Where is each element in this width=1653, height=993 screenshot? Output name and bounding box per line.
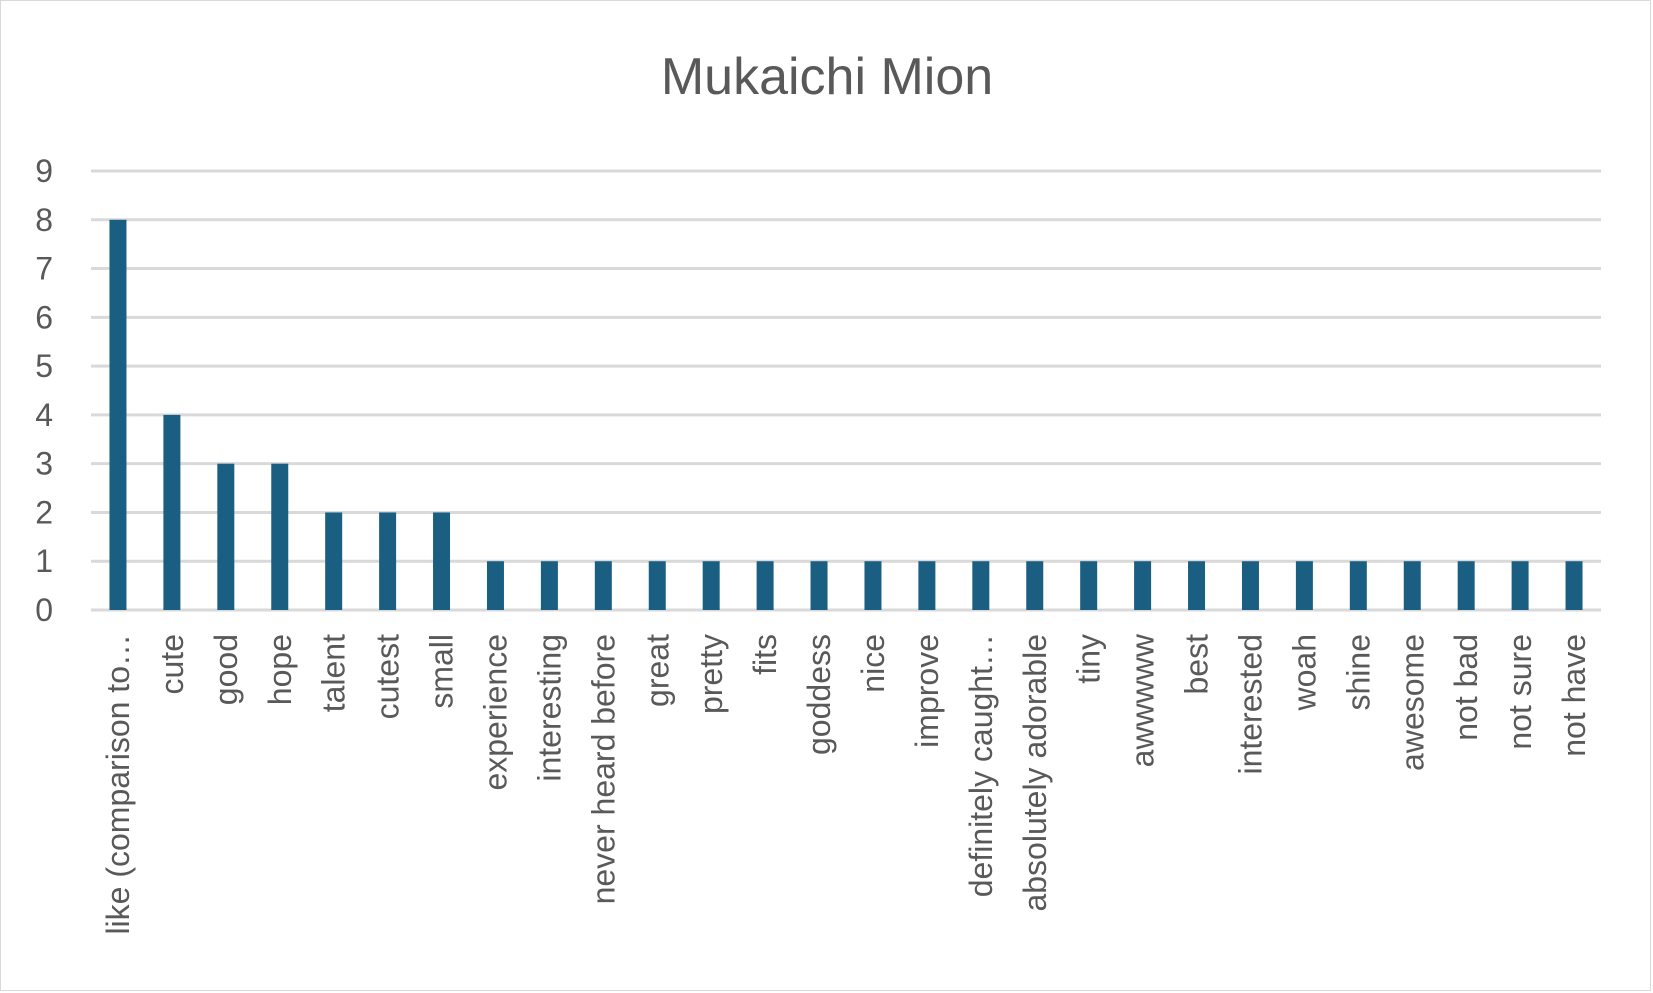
y-tick-label: 5: [35, 348, 53, 384]
x-tick-label: best: [1179, 634, 1215, 695]
bar: [972, 561, 990, 610]
bar: [1403, 561, 1421, 610]
bar: [1457, 561, 1475, 610]
bar: [1295, 561, 1313, 610]
bar: [1511, 561, 1529, 610]
bar: [702, 561, 720, 610]
bar: [648, 561, 666, 610]
x-tick-label: goddess: [801, 634, 837, 755]
x-tick-label: talent: [316, 634, 352, 712]
x-tick-label: cutest: [370, 634, 406, 719]
bar: [864, 561, 882, 610]
bar: [918, 561, 936, 610]
gridlines: [91, 169, 1601, 612]
x-tick-label: not sure: [1502, 634, 1538, 750]
y-tick-label: 1: [35, 543, 53, 579]
x-tick-label: absolutely adorable: [1017, 634, 1053, 912]
x-tick-label: pretty: [693, 634, 729, 714]
x-tick-label: hope: [262, 634, 298, 705]
bar: [1565, 561, 1583, 610]
bar: [1134, 561, 1152, 610]
x-tick-label: like (comparison to…: [100, 634, 136, 935]
bar: [756, 561, 774, 610]
x-tick-label: small: [424, 634, 460, 709]
y-tick-label: 2: [35, 494, 53, 530]
bar: [810, 561, 828, 610]
bar: [379, 512, 397, 610]
x-axis-ticks: like (comparison to… cute good hope talent cu…: [100, 633, 1592, 934]
bar: [217, 463, 235, 610]
bar: [325, 512, 343, 610]
x-tick-label: awesome: [1394, 634, 1430, 771]
bar: [594, 561, 612, 610]
bar: [486, 561, 504, 610]
bar: [109, 219, 127, 610]
x-tick-label: cute: [154, 634, 190, 694]
y-tick-label: 8: [35, 202, 53, 238]
x-tick-label: woah: [1286, 634, 1322, 712]
x-tick-label: interesting: [531, 634, 567, 782]
y-tick-label: 6: [35, 299, 53, 335]
bar: [1026, 561, 1044, 610]
bar: [1080, 561, 1098, 610]
x-tick-label: tiny: [1071, 634, 1107, 684]
bars: [109, 219, 1583, 610]
bar: [271, 463, 289, 610]
x-tick-label: experience: [477, 634, 513, 791]
bar: [1241, 561, 1259, 610]
y-tick-label: 4: [35, 397, 53, 433]
x-tick-label: nice: [855, 634, 891, 693]
x-tick-label: fits: [747, 634, 783, 675]
chart-title: Mukaichi Mion: [661, 48, 993, 106]
y-axis-ticks: 0 1 2 3 4 5 6 7 8 9: [35, 153, 53, 628]
y-tick-label: 0: [35, 592, 53, 628]
bar: [540, 561, 558, 610]
y-tick-label: 9: [35, 153, 53, 189]
x-tick-label: not bad: [1448, 634, 1484, 741]
x-tick-label: great: [639, 634, 675, 707]
y-tick-label: 7: [35, 251, 53, 287]
y-tick-label: 3: [35, 446, 53, 482]
x-tick-label: definitely caught…: [963, 634, 999, 897]
x-tick-label: not have: [1556, 634, 1592, 757]
x-tick-label: never heard before: [585, 634, 621, 904]
bar: [1349, 561, 1367, 610]
bar: [163, 414, 181, 610]
x-tick-label: good: [208, 634, 244, 705]
bar: [1188, 561, 1206, 610]
x-tick-label: shine: [1340, 634, 1376, 711]
x-tick-label: interested: [1232, 634, 1268, 775]
x-tick-label: awwwww: [1125, 633, 1161, 767]
x-tick-label: improve: [909, 634, 945, 748]
bar: [433, 512, 451, 610]
